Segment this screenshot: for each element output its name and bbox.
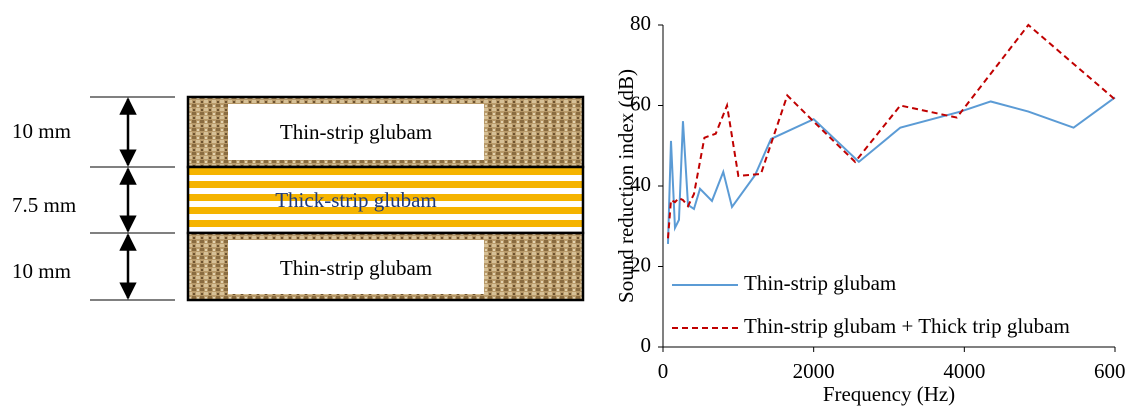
x-tick-label: 4000 [943,359,985,383]
chart: 0 20 40 60 80 0 2000 4000 6000 Frequency (Hz) Soun… [614,11,1126,406]
dimension-label: 10 mm [12,119,71,143]
y-tick-label: 0 [641,333,652,357]
y-tick-label: 80 [630,11,651,35]
x-tick-label: 0 [658,359,669,383]
legend-label: Thin-strip glubam [744,271,896,295]
diagram: 10 mm 7.5 mm 10 mm Thin-strip glubam Thi… [12,95,585,302]
x-tick-label: 6000 [1094,359,1126,383]
y-tick-label: 40 [630,172,651,196]
dimension-label: 10 mm [12,259,71,283]
x-tick-label: 2000 [793,359,835,383]
layer-label: Thin-strip glubam [280,120,432,144]
legend-label: Thin-strip glubam + Thick trip glubam [744,314,1070,338]
data-line [666,96,1116,244]
x-axis-label: Frequency (Hz) [823,382,955,406]
data-line [666,23,1116,239]
dimension-label: 7.5 mm [12,193,76,217]
y-axis-label: Sound reduction index (dB) [614,69,638,303]
y-tick-label: 20 [630,252,651,276]
layer-label: Thin-strip glubam [280,256,432,280]
layer-label: Thick-strip glubam [275,188,437,212]
y-tick-label: 60 [630,91,651,115]
